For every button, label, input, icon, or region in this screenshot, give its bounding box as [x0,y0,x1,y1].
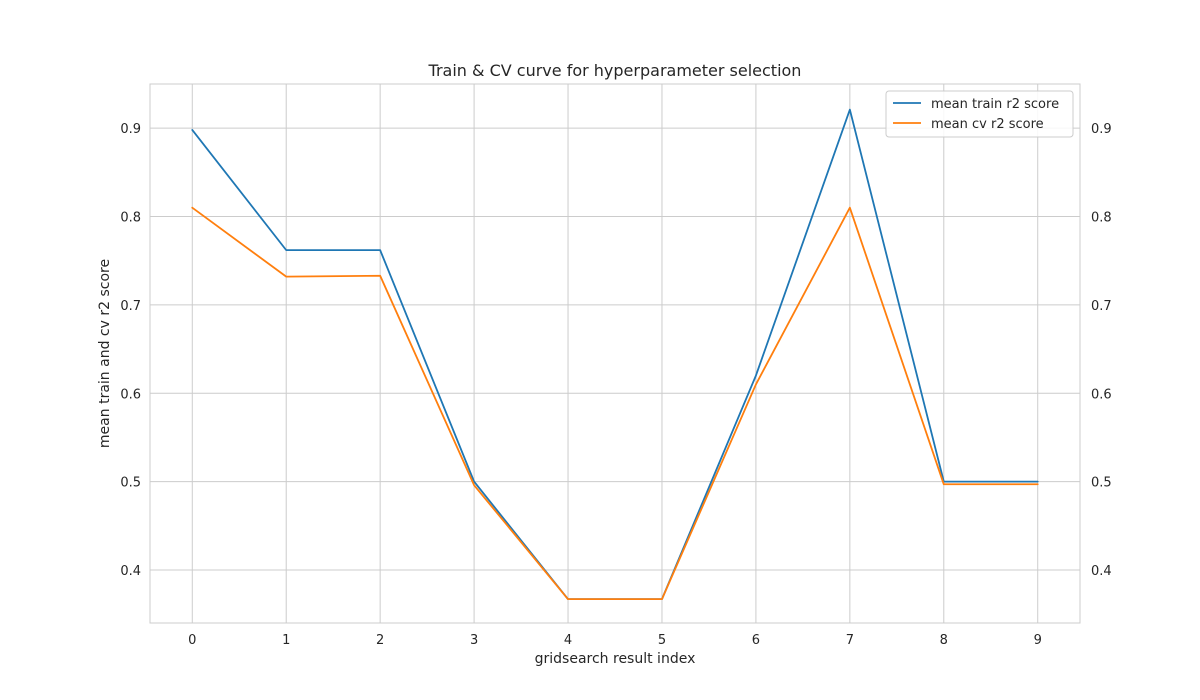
x-tick-label: 7 [846,633,854,648]
x-axis-label: gridsearch result index [535,651,696,667]
x-tick-label: 3 [470,633,478,648]
legend-label-cv: mean cv r2 score [931,117,1044,132]
series-lines [191,108,1039,601]
legend-box [885,90,1074,138]
y-axis-label: mean train and cv r2 score [97,259,113,448]
y-tick-label-left: 0.9 [120,122,141,137]
y-tick-label-left: 0.6 [120,387,141,402]
plot-frame [149,83,1081,624]
y-tick-label-right: 0.6 [1091,387,1112,402]
legend: mean train r2 score mean cv r2 score [885,90,1074,138]
x-tick-label: 1 [282,633,290,648]
x-tick-label: 5 [658,633,666,648]
x-tick-label: 8 [940,633,948,648]
grid-lines [150,84,1080,623]
tick-labels: 0 1 2 3 4 5 6 7 8 9 0.4 0.4 0.5 0.5 0.6 0.6 0.7 0.7 0.8 0.8… [120,122,1111,648]
y-tick-label-left: 0.8 [120,211,141,226]
plot-area [150,84,1080,623]
series-line-1 [191,206,1039,601]
y-tick-label-left: 0.4 [120,564,141,579]
y-tick-label-right: 0.7 [1091,299,1112,314]
x-tick-label: 4 [564,633,572,648]
x-tick-label: 2 [376,633,384,648]
y-tick-label-left: 0.7 [120,299,141,314]
x-tick-label: 0 [188,633,196,648]
x-tick-label: 6 [752,633,760,648]
x-tick-label: 9 [1034,633,1042,648]
chart-title: Train & CV curve for hyperparameter sele… [428,61,802,80]
y-tick-label-left: 0.5 [120,476,141,491]
y-tick-label-right: 0.9 [1091,122,1112,137]
y-tick-label-right: 0.5 [1091,476,1112,491]
legend-label-train: mean train r2 score [931,97,1059,112]
y-tick-label-right: 0.4 [1091,564,1112,579]
y-tick-label-right: 0.8 [1091,211,1112,226]
